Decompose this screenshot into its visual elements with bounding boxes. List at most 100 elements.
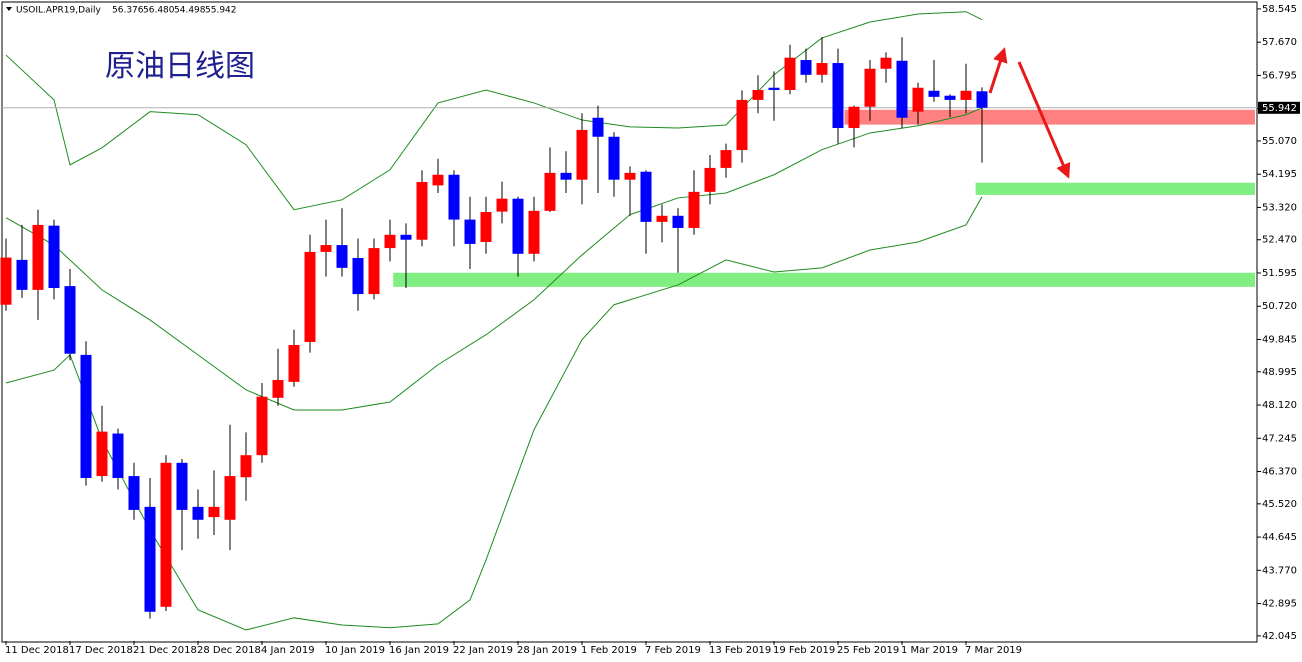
candle-body <box>0 257 12 305</box>
y-tick-label: 45.520 <box>1262 499 1297 510</box>
plot-frame <box>1 1 1258 643</box>
x-tick-label: 1 Mar 2019 <box>901 645 958 656</box>
y-tick-label: 56.795 <box>1262 70 1297 81</box>
candle-body <box>320 245 332 252</box>
candle-body <box>224 476 236 520</box>
candle-body <box>288 344 300 382</box>
x-tick-label: 28 Dec 2018 <box>197 645 261 656</box>
ohlc-close: 55.942 <box>205 6 237 16</box>
y-tick-label: 44.645 <box>1262 532 1297 543</box>
y-tick-label: 58.545 <box>1262 4 1297 15</box>
zone <box>393 272 1255 287</box>
candle-body <box>576 129 588 180</box>
plot-layer <box>0 11 1257 631</box>
zone <box>975 182 1255 195</box>
x-tick-label: 21 Dec 2018 <box>133 645 197 656</box>
y-tick-label: 50.720 <box>1262 301 1297 312</box>
candle-body <box>640 171 652 222</box>
candle-body <box>336 245 348 268</box>
x-tick-label: 11 Dec 2018 <box>5 645 69 656</box>
y-tick-label: 57.670 <box>1262 37 1297 48</box>
y-tick-label: 48.995 <box>1262 367 1297 378</box>
candle-body <box>944 95 956 100</box>
candle-body <box>352 257 364 295</box>
candle-body <box>912 87 924 112</box>
x-tick-label: 13 Feb 2019 <box>709 645 771 656</box>
candle-body <box>784 57 796 91</box>
candle-body <box>416 181 428 240</box>
candle-body <box>176 462 188 510</box>
candle-body <box>400 234 412 240</box>
candle-body <box>128 476 140 510</box>
x-tick-label: 4 Jan 2019 <box>261 645 315 656</box>
candle-body <box>480 211 492 243</box>
y-tick-label: 42.045 <box>1262 631 1297 642</box>
candle-body <box>592 117 604 137</box>
candle-body <box>720 150 732 168</box>
candle-body <box>432 174 444 186</box>
candle-body <box>832 63 844 129</box>
candle-body <box>928 90 940 97</box>
candle-body <box>80 354 92 478</box>
x-tick-label: 7 Mar 2019 <box>965 645 1022 656</box>
y-tick-label: 43.770 <box>1262 565 1297 576</box>
candle-body <box>512 198 524 254</box>
candle-body <box>16 259 28 290</box>
candle-body <box>816 63 828 75</box>
x-tick-label: 25 Feb 2019 <box>837 645 899 656</box>
candle-body <box>560 172 572 180</box>
bollinger-band <box>5 11 983 211</box>
candle-body <box>304 251 316 342</box>
ohlc-open: 56.376 <box>112 6 144 16</box>
y-tick-label: 48.120 <box>1262 400 1297 411</box>
candle-body <box>496 198 508 212</box>
x-tick-label: 1 Feb 2019 <box>581 645 637 656</box>
y-tick-label: 53.320 <box>1262 202 1297 213</box>
ohlc-low: 54.498 <box>174 6 206 16</box>
y-tick-label: 55.070 <box>1262 136 1297 147</box>
bollinger-band <box>5 107 983 411</box>
candle-body <box>656 215 668 222</box>
candle-body <box>704 167 716 192</box>
x-tick-label: 17 Dec 2018 <box>69 645 133 656</box>
candle-body <box>464 219 476 244</box>
candle-body <box>368 248 380 295</box>
zone <box>844 109 1255 125</box>
candle-body <box>160 462 172 607</box>
arrow-down <box>1017 61 1071 179</box>
y-tick-label: 52.470 <box>1262 235 1297 246</box>
candle-body <box>880 57 892 69</box>
candle-body <box>752 90 764 100</box>
symbol: USOIL.APR19,Daily <box>16 6 102 16</box>
candle-body <box>848 106 860 129</box>
candle-body <box>544 172 556 211</box>
candle-body <box>624 172 636 180</box>
candle-body <box>864 68 876 107</box>
candle-body <box>208 506 220 518</box>
candle-body <box>384 234 396 249</box>
candle-body <box>272 379 284 398</box>
ohlc-high: 56.480 <box>143 6 175 16</box>
y-tick-label: 49.845 <box>1262 334 1297 345</box>
bollinger-band <box>5 196 983 631</box>
candle-body <box>240 455 252 478</box>
candle-body <box>736 99 748 151</box>
candle-body <box>64 286 76 354</box>
x-tick-label: 19 Feb 2019 <box>773 645 835 656</box>
x-tick-label: 7 Feb 2019 <box>645 645 701 656</box>
candle-body <box>192 506 204 520</box>
candle-body <box>144 506 156 612</box>
candle-body <box>48 225 60 288</box>
candle-body <box>32 224 44 290</box>
x-tick-label: 16 Jan 2019 <box>389 645 449 656</box>
candle-body <box>608 136 620 180</box>
x-tick-label: 10 Jan 2019 <box>325 645 385 656</box>
candle-body <box>768 87 780 91</box>
candle-body <box>96 431 108 477</box>
candle-body <box>800 59 812 75</box>
y-tick-label: 51.595 <box>1262 268 1297 279</box>
candle-body <box>112 433 124 478</box>
arrow-up <box>988 47 1008 94</box>
candle-body <box>256 396 268 456</box>
